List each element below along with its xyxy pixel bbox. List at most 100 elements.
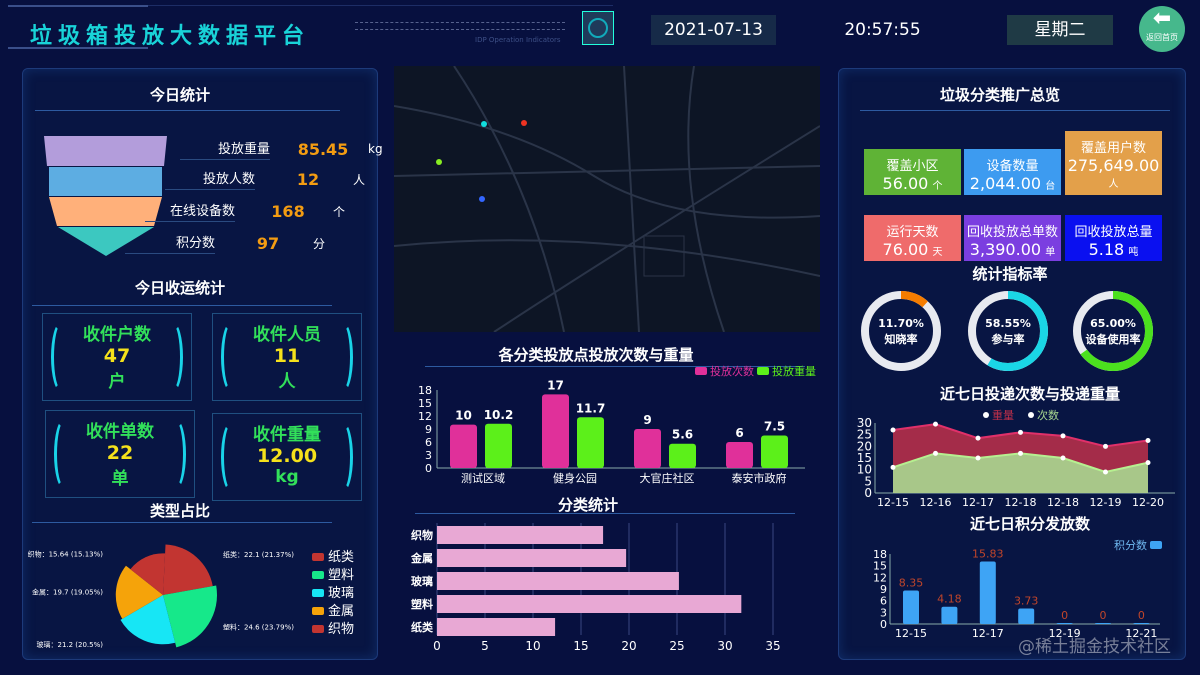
- funnel-segment: [49, 197, 162, 226]
- time-display: 20:57:55: [844, 20, 921, 40]
- legend-label: 投放次数: [710, 364, 754, 378]
- x-tick-label: 12-15: [877, 496, 909, 509]
- data-label: 6: [735, 426, 743, 440]
- area-chart-title: 近七日投递次数与投递重量: [939, 385, 1120, 403]
- kpi-tile: 覆盖用户数 275,649.00 人: [1065, 131, 1162, 195]
- stat-label: 在线设备数: [145, 200, 235, 222]
- stat-label: 积分数: [125, 232, 215, 254]
- stat-value: 12: [296, 169, 320, 189]
- rate-value: 58.55%: [985, 317, 1031, 330]
- card-value: 11: [273, 345, 301, 367]
- data-label: 11.7: [576, 401, 606, 415]
- legend-label: 重量: [992, 408, 1014, 422]
- funnel-segment: [58, 227, 154, 256]
- data-label: 8.35: [899, 577, 924, 590]
- data-label: 10: [455, 409, 472, 423]
- kpi-tile: 回收投放总量 5.18 吨: [1065, 215, 1162, 261]
- kpi-label: 覆盖用户数: [1080, 141, 1146, 156]
- y-tick-label: 金属: [410, 551, 433, 565]
- data-point: [933, 450, 938, 456]
- x-tick-label: 测试区域: [461, 472, 505, 485]
- back-arrow-icon: ⬅: [1152, 6, 1172, 31]
- stat-value: 97: [256, 233, 280, 253]
- x-tick-label: 12-18: [1047, 496, 1079, 509]
- bar: [634, 429, 661, 468]
- card-label: 收件单数: [86, 422, 154, 442]
- date-display: 2021-07-13: [651, 15, 776, 45]
- today-stats-title: 今日统计: [149, 86, 210, 104]
- kpi-label: 运行天数: [886, 225, 939, 240]
- rate-ring: 58.55% 参与率: [966, 289, 1050, 373]
- watermark: @稀土掘金技术社区: [1018, 637, 1171, 657]
- home-button[interactable]: ⬅ 返回首页: [1139, 6, 1185, 52]
- card-label: 收件户数: [83, 325, 151, 345]
- bar: [1056, 623, 1073, 624]
- stat-value: 168: [271, 201, 305, 221]
- y-tick-label: 3: [425, 449, 432, 462]
- sub-label: IDP Operation Indicators: [475, 36, 561, 44]
- map-view[interactable]: [394, 66, 820, 332]
- stat-unit: kg: [368, 142, 383, 156]
- hbar-chart-title: 分类统计: [557, 496, 618, 514]
- bar: [979, 561, 996, 624]
- rate-ring: 65.00% 设备使用率: [1071, 289, 1155, 373]
- y-tick-label: 0: [425, 462, 432, 475]
- map-marker: [436, 159, 442, 165]
- kpi-tile: 设备数量 2,044.00 台: [964, 149, 1061, 195]
- funnel-stat-row: 在线设备数 168 个: [145, 200, 345, 222]
- data-label: 0: [1061, 609, 1068, 622]
- rate-label: 设备使用率: [1085, 333, 1141, 346]
- bar: [669, 443, 696, 468]
- bar: [437, 526, 604, 544]
- points-chart-title: 近七日积分发放数: [969, 515, 1090, 533]
- app-title: 垃圾箱投放大数据平台: [30, 24, 311, 49]
- data-label: 5.6: [672, 428, 693, 442]
- slice-label: 纸类：22.1 (21.37%): [223, 550, 294, 559]
- overview-title: 垃圾分类推广总览: [939, 86, 1060, 104]
- x-tick-label: 15: [573, 639, 588, 653]
- kpi-value: 5.18: [1088, 240, 1125, 259]
- kpi-unit: 天: [932, 247, 943, 258]
- data-point: [1103, 443, 1108, 449]
- bar: [1018, 608, 1035, 624]
- slice-label: 玻璃：21.2 (20.5%): [36, 640, 103, 649]
- y-tick-label: 10: [857, 463, 872, 477]
- x-tick-label: 12-19: [1090, 496, 1122, 509]
- y-tick-label: 0: [864, 486, 872, 500]
- bar: [1133, 623, 1150, 624]
- bar: [542, 394, 569, 468]
- kpi-value: 275,649.00: [1067, 156, 1160, 175]
- y-tick-label: 5: [864, 474, 872, 488]
- legend-swatch: [695, 367, 707, 375]
- legend-item: 玻璃: [312, 585, 354, 603]
- x-tick-label: 12-21: [1125, 627, 1157, 640]
- y-tick-label: 15: [857, 451, 872, 465]
- data-label: 10.2: [484, 408, 514, 422]
- legend-marker: [1028, 412, 1034, 418]
- y-tick-label: 15: [418, 397, 432, 410]
- funnel-stat-row: 投放人数 12 人: [165, 168, 365, 190]
- data-point: [933, 421, 938, 427]
- y-tick-label: 18: [873, 548, 887, 561]
- transport-stats-title: 今日收运统计: [134, 279, 225, 297]
- x-tick-label: 12-19: [1049, 627, 1081, 640]
- y-tick-label: 塑料: [411, 597, 433, 611]
- funnel-chart: [44, 136, 167, 256]
- kpi-label: 覆盖小区: [886, 159, 939, 174]
- transport-stat-card: 收件人员 11 人: [212, 313, 362, 401]
- rate-label: 参与率: [991, 333, 1025, 346]
- card-unit: 人: [278, 372, 296, 392]
- slice-label: 金属：19.7 (19.05%): [32, 587, 103, 596]
- kpi-value: 56.00: [882, 174, 929, 193]
- bar: [941, 606, 958, 624]
- kpi-tile: 回收投放总单数 3,390.00 单: [964, 215, 1061, 261]
- kpi-unit: 个: [932, 181, 943, 192]
- y-tick-label: 6: [425, 436, 432, 449]
- funnel-segment: [44, 136, 167, 166]
- transport-stat-card: 收件重量 12.00 kg: [212, 413, 362, 501]
- x-tick-label: 20: [621, 639, 636, 653]
- slice-label: 塑料：24.6 (23.79%): [223, 622, 294, 631]
- kpi-tile: 运行天数 76.00 天: [864, 215, 961, 261]
